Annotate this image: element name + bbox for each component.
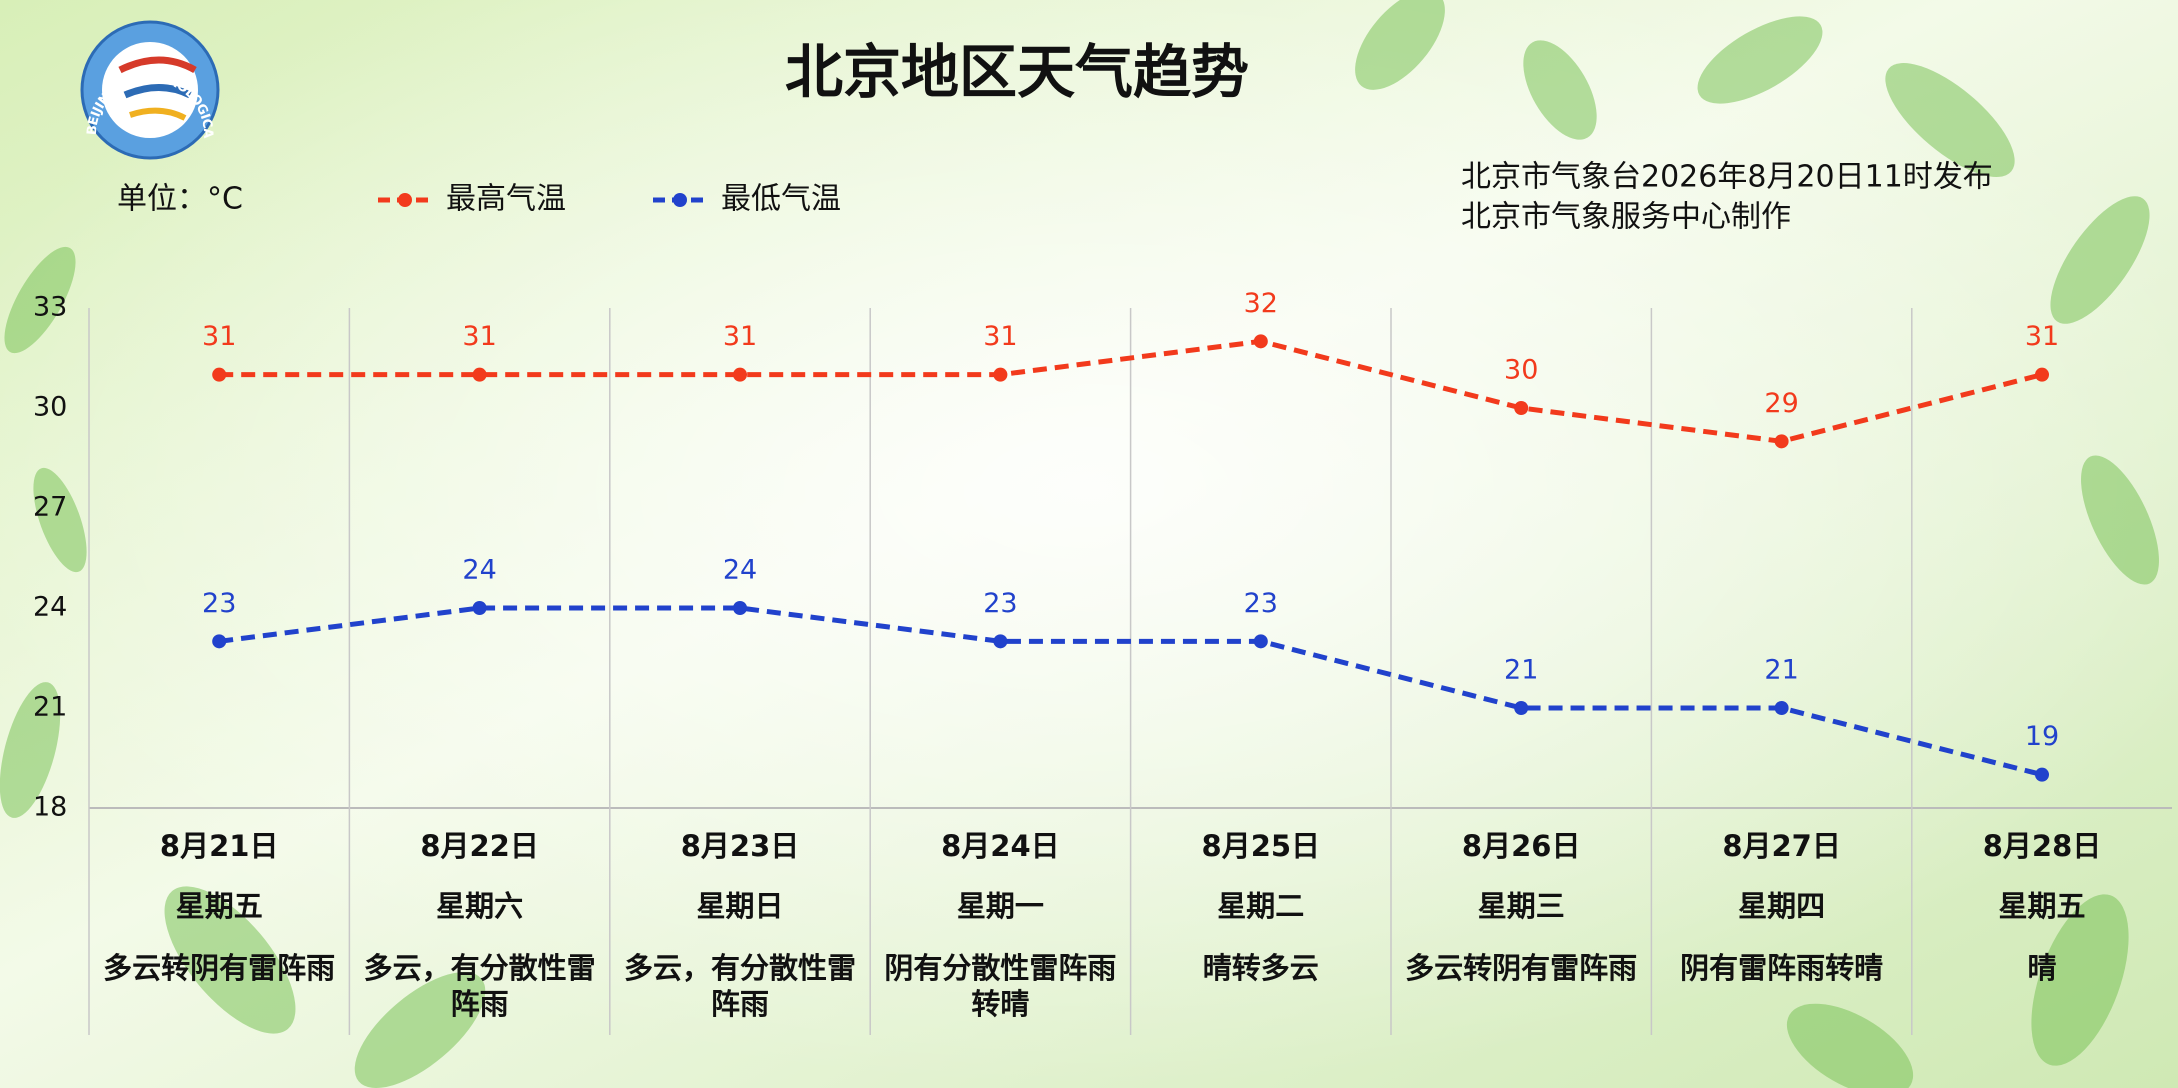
weather-label: 多云，有分散性雷阵雨 bbox=[363, 951, 596, 1021]
data-point bbox=[733, 367, 747, 382]
y-tick-label: 21 bbox=[33, 692, 67, 723]
weekday-label: 星期六 bbox=[436, 889, 523, 923]
weekday-label: 星期三 bbox=[1478, 889, 1565, 923]
weather-label: 多云，有分散性雷阵雨 bbox=[623, 951, 856, 1021]
data-point bbox=[472, 367, 487, 382]
x-tick-label: 8月25日 bbox=[1202, 829, 1321, 863]
weekday-label: 星期四 bbox=[1738, 889, 1825, 923]
weather-label: 晴 bbox=[2027, 951, 2057, 985]
weekday-label: 星期二 bbox=[1217, 889, 1304, 923]
weekday-label: 星期日 bbox=[696, 889, 783, 923]
data-label: 30 bbox=[1504, 355, 1538, 386]
y-tick-label: 24 bbox=[33, 592, 67, 623]
data-point bbox=[733, 601, 747, 615]
data-point bbox=[1774, 434, 1789, 449]
data-point bbox=[212, 367, 227, 382]
data-label: 21 bbox=[1504, 655, 1538, 686]
data-label: 31 bbox=[2025, 321, 2059, 352]
x-tick-label: 8月23日 bbox=[681, 829, 800, 863]
data-label: 29 bbox=[1764, 388, 1798, 419]
data-point bbox=[2035, 367, 2049, 382]
x-tick-label: 8月24日 bbox=[941, 829, 1060, 863]
data-point bbox=[1774, 701, 1789, 715]
data-point bbox=[993, 634, 1008, 649]
data-label: 31 bbox=[202, 321, 236, 352]
data-label: 19 bbox=[2025, 721, 2059, 752]
weather-label: 晴转多云 bbox=[1202, 951, 1319, 985]
data-label: 24 bbox=[462, 555, 496, 586]
data-point bbox=[1514, 701, 1529, 715]
data-point bbox=[993, 367, 1008, 382]
data-label: 21 bbox=[1764, 655, 1798, 686]
weather-label: 多云转阴有雷阵雨 bbox=[103, 951, 336, 985]
chart-title: 北京地区天气趋势 bbox=[785, 38, 1249, 106]
legend-marker bbox=[673, 193, 687, 207]
weekday-label: 星期五 bbox=[1998, 889, 2085, 923]
legend-marker bbox=[398, 193, 412, 207]
x-tick-label: 8月27日 bbox=[1722, 829, 1841, 863]
data-label: 31 bbox=[723, 321, 757, 352]
x-tick-label: 8月26日 bbox=[1462, 829, 1581, 863]
weather-label: 多云转阴有雷阵雨 bbox=[1405, 951, 1638, 985]
publisher-line: 北京市气象服务中心制作 bbox=[1461, 200, 1791, 235]
y-tick-label: 33 bbox=[33, 292, 67, 323]
legend-label: 最低气温 bbox=[721, 182, 841, 217]
data-label: 23 bbox=[983, 588, 1017, 619]
data-label: 31 bbox=[462, 321, 496, 352]
y-tick-label: 30 bbox=[33, 392, 67, 423]
data-label: 23 bbox=[202, 588, 236, 619]
y-tick-label: 27 bbox=[33, 492, 67, 523]
data-point bbox=[2035, 767, 2049, 782]
y-tick-label: 18 bbox=[33, 792, 67, 823]
data-label: 31 bbox=[983, 321, 1017, 352]
x-tick-label: 8月21日 bbox=[160, 829, 279, 863]
data-point bbox=[1253, 634, 1268, 649]
data-label: 23 bbox=[1244, 588, 1278, 619]
data-point bbox=[212, 634, 227, 649]
data-label: 32 bbox=[1244, 288, 1278, 319]
legend-label: 最高气温 bbox=[446, 182, 566, 217]
series-line bbox=[218, 605, 2043, 778]
data-point bbox=[1253, 334, 1268, 349]
data-point bbox=[1514, 401, 1529, 415]
x-tick-label: 8月28日 bbox=[1983, 829, 2102, 863]
data-point bbox=[472, 601, 487, 615]
x-tick-label: 8月22日 bbox=[420, 829, 539, 863]
publisher-line: 北京市气象台2026年8月20日11时发布 bbox=[1461, 160, 1993, 195]
unit-label: 单位：°C bbox=[117, 182, 243, 217]
data-label: 24 bbox=[723, 555, 757, 586]
weekday-label: 星期一 bbox=[957, 889, 1044, 923]
weather-label: 阴有分散性雷阵雨转晴 bbox=[884, 951, 1117, 1021]
weekday-label: 星期五 bbox=[176, 889, 263, 923]
series-line bbox=[219, 338, 2043, 444]
weather-label: 阴有雷阵雨转晴 bbox=[1680, 951, 1884, 985]
